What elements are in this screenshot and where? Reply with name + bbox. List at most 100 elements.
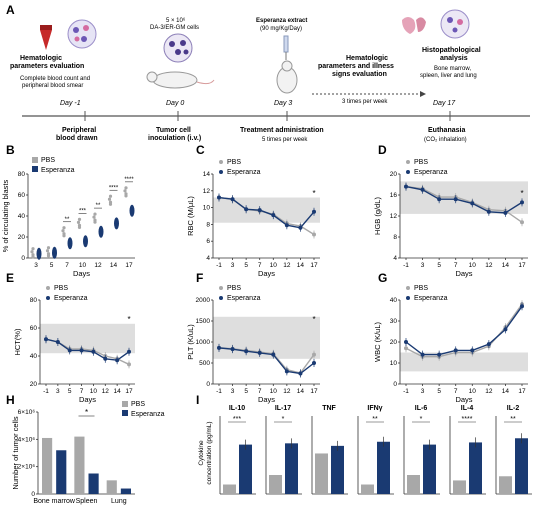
data-point-esperanza xyxy=(127,349,131,354)
x-tick-label: 12 xyxy=(283,262,291,269)
y-tick-label: 40 xyxy=(390,297,398,304)
bar-pbs xyxy=(106,480,117,494)
data-point-esperanza xyxy=(244,349,249,354)
x-tick-label: 3 xyxy=(231,388,235,395)
data-point-esperanza xyxy=(44,337,48,342)
violin-esperanza xyxy=(114,217,119,230)
bar-pbs xyxy=(223,484,236,494)
event-0-sub: Complete blood count and peripheral blood… xyxy=(20,76,90,89)
panel-label: I xyxy=(196,393,199,407)
event-0-title: Hematologic parameters evaluation xyxy=(10,55,84,70)
x-tick-label: 3 xyxy=(421,388,425,395)
significance-mark: ** xyxy=(372,416,378,423)
x-tick-label: 14 xyxy=(502,388,510,395)
event-1-sub: 5 × 10⁶ DA-3/ER-GM cells xyxy=(150,17,199,31)
y-tick-label: 12 xyxy=(203,188,211,195)
violin-esperanza xyxy=(36,247,42,260)
cytokine-title: IL-6 xyxy=(415,405,428,412)
bar-pbs xyxy=(453,480,466,494)
data-point-pbs xyxy=(520,220,524,225)
x-tick-label: 14 xyxy=(502,262,510,269)
y-axis-label: HGB (g/dL) xyxy=(373,197,382,235)
reference-band xyxy=(40,323,135,354)
significance-mark: ** xyxy=(96,203,101,209)
data-point-esperanza xyxy=(404,340,408,344)
data-point-esperanza xyxy=(257,350,262,355)
y-tick-label: 80 xyxy=(30,297,38,304)
blood-cells-icon xyxy=(67,19,97,49)
x-tick-label: 17 xyxy=(310,388,318,395)
y-tick-label: 10 xyxy=(203,205,211,212)
x-tick-label: 5 xyxy=(50,262,54,269)
x-tick-label: -1 xyxy=(216,262,222,269)
data-point-pbs xyxy=(92,215,96,219)
event-1-below: Tumor cell inoculation (i.v.) xyxy=(148,127,201,142)
legend-label-esperanza: Esperanza xyxy=(414,295,448,302)
panel-label: B xyxy=(6,143,15,157)
x-tick-label: Bone marrow xyxy=(33,498,76,505)
bar-esperanza xyxy=(120,488,131,494)
x-axis-label: Days xyxy=(79,395,96,404)
cytokine-panel: TNF xyxy=(311,405,348,495)
legend-swatch-pbs xyxy=(32,157,38,163)
legend-swatch-esperanza xyxy=(122,410,128,416)
x-tick-label: 3 xyxy=(421,262,425,269)
y-tick-label: 4 xyxy=(393,255,397,262)
data-point-esperanza xyxy=(271,213,276,218)
violin-esperanza xyxy=(67,237,73,250)
cytokine-title: IL-4 xyxy=(461,405,474,412)
x-tick-label: Spleen xyxy=(76,498,98,505)
x-tick-label: 17 xyxy=(310,262,318,269)
event-4-below: Euthanasia xyxy=(428,127,465,134)
reference-band xyxy=(213,197,320,223)
panel-label: C xyxy=(196,143,205,157)
y-tick-label: 40 xyxy=(30,353,38,360)
legend-marker-pbs xyxy=(406,160,410,164)
y-tick-label: 60 xyxy=(18,192,26,199)
x-tick-label: 17 xyxy=(518,262,526,269)
y-tick-label: 2×10⁶ xyxy=(18,464,36,471)
data-point-pbs xyxy=(46,254,51,258)
e0t2: parameters evaluation xyxy=(10,63,84,70)
y-axis-label: RBC (M/μL) xyxy=(186,196,195,236)
mouse-upright-icon xyxy=(276,60,298,94)
x-tick-label: 3 xyxy=(231,262,235,269)
data-point-pbs xyxy=(62,226,66,230)
event-3-title: Hematologic parameters and illness signs e… xyxy=(318,55,394,78)
y-axis-label: WBC (K/uL) xyxy=(373,322,382,363)
panel-label: H xyxy=(6,393,15,407)
legend-label-pbs: PBS xyxy=(54,285,68,292)
histology-icon xyxy=(440,9,470,39)
data-point-pbs xyxy=(46,246,51,250)
significance-mark: **** xyxy=(462,416,473,423)
data-point-esperanza xyxy=(244,207,249,212)
data-point-esperanza xyxy=(486,209,491,214)
y-tick-label: 30 xyxy=(390,318,398,325)
bar-esperanza xyxy=(56,450,67,494)
panel-a: A Day -1 Day 0 Day 3 Day 17 Hematologic p… xyxy=(6,3,530,143)
x-tick-label: 10 xyxy=(90,388,98,395)
legend-label-esperanza: Esperanza xyxy=(41,167,75,174)
x-tick-label: 12 xyxy=(485,262,493,269)
cytokine-panel: IL-4 **** xyxy=(449,405,486,495)
y-tick-label: 20 xyxy=(18,234,26,241)
data-point-esperanza xyxy=(520,200,524,205)
x-tick-label: 7 xyxy=(258,262,262,269)
series-line-pbs xyxy=(405,185,523,223)
x-tick-label: 14 xyxy=(297,262,305,269)
day-label-0: Day 0 xyxy=(166,100,184,107)
data-point-esperanza xyxy=(230,197,235,202)
data-point-esperanza xyxy=(420,187,425,192)
data-point-pbs xyxy=(123,189,127,193)
x-tick-label: 14 xyxy=(297,388,305,395)
cytokine-panel: IL-6 * xyxy=(403,405,440,495)
cytokine-title: IFNγ xyxy=(367,405,382,412)
bar-esperanza xyxy=(331,445,344,494)
significance-mark: * xyxy=(520,189,523,198)
data-point-esperanza xyxy=(453,197,458,202)
syringe-icon xyxy=(283,35,289,60)
bar-pbs xyxy=(42,437,53,494)
x-tick-label: -1 xyxy=(216,388,222,395)
event-2-title: Esperanza extract xyxy=(256,18,307,24)
